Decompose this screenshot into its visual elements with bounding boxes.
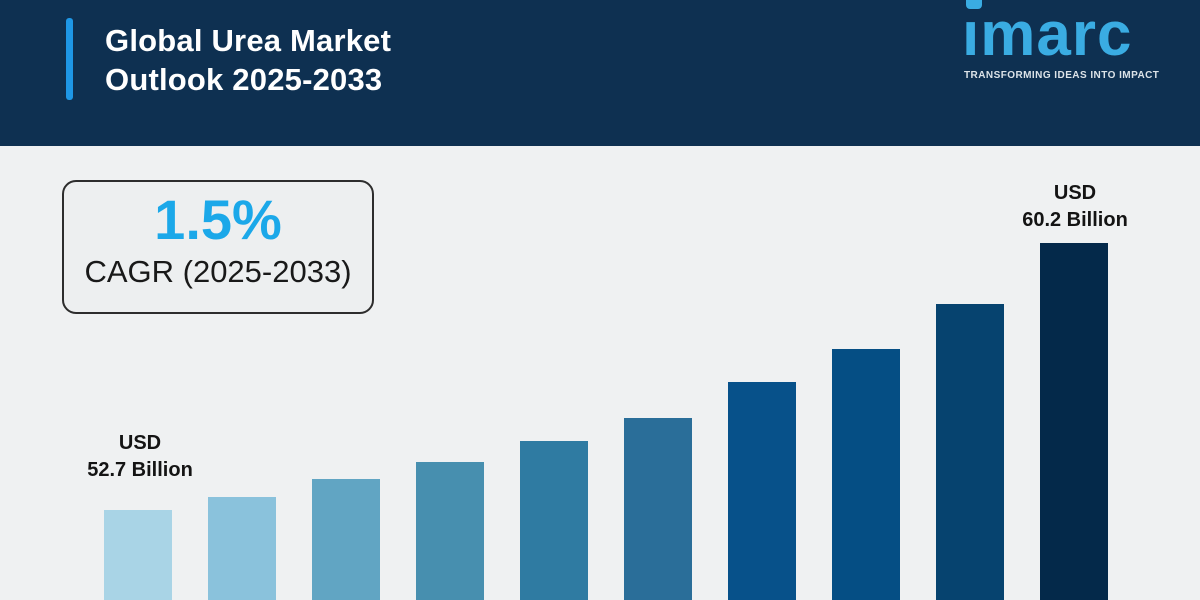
logo-i-dot-icon [966,0,982,9]
bar-2032 [936,304,1004,600]
bar-2030 [728,382,796,600]
logo-brand-text: ımarc [962,0,1133,69]
bar-2029 [624,418,692,600]
page-title-line2: Outlook 2025-2033 [105,62,383,97]
cagr-box: 1.5% CAGR (2025-2033) [62,180,374,314]
bar-2024 [104,510,172,600]
bar-2031 [832,349,900,600]
bar-2027 [416,462,484,600]
page-title-line1: Global Urea Market [105,23,392,58]
bar-2028 [520,441,588,600]
first-bar-value-amount: 52.7 Billion [87,459,193,481]
first-bar-value-label: USD 52.7 Billion [55,430,225,484]
last-bar-value-label: USD 60.2 Billion [990,180,1160,234]
first-bar-value-currency: USD [118,432,162,454]
cagr-value: 1.5% [154,188,282,251]
header-banner: Global Urea Market Outlook 2025-2033 ıma… [0,0,1200,146]
bar-2033 [1040,243,1108,600]
cagr-label: CAGR (2025-2033) [84,254,352,289]
bar-2026 [312,479,380,600]
last-bar-value-currency: USD [1053,182,1097,204]
imarc-logo: ımarc TRANSFORMING IDEAS INTO IMPACT [962,0,1172,100]
page-title: Global Urea Market Outlook 2025-2033 [105,21,391,99]
bar-2025 [208,497,276,600]
title-accent-bar [66,18,73,100]
logo-tagline: TRANSFORMING IDEAS INTO IMPACT [964,70,1160,81]
last-bar-value-amount: 60.2 Billion [1022,209,1128,231]
